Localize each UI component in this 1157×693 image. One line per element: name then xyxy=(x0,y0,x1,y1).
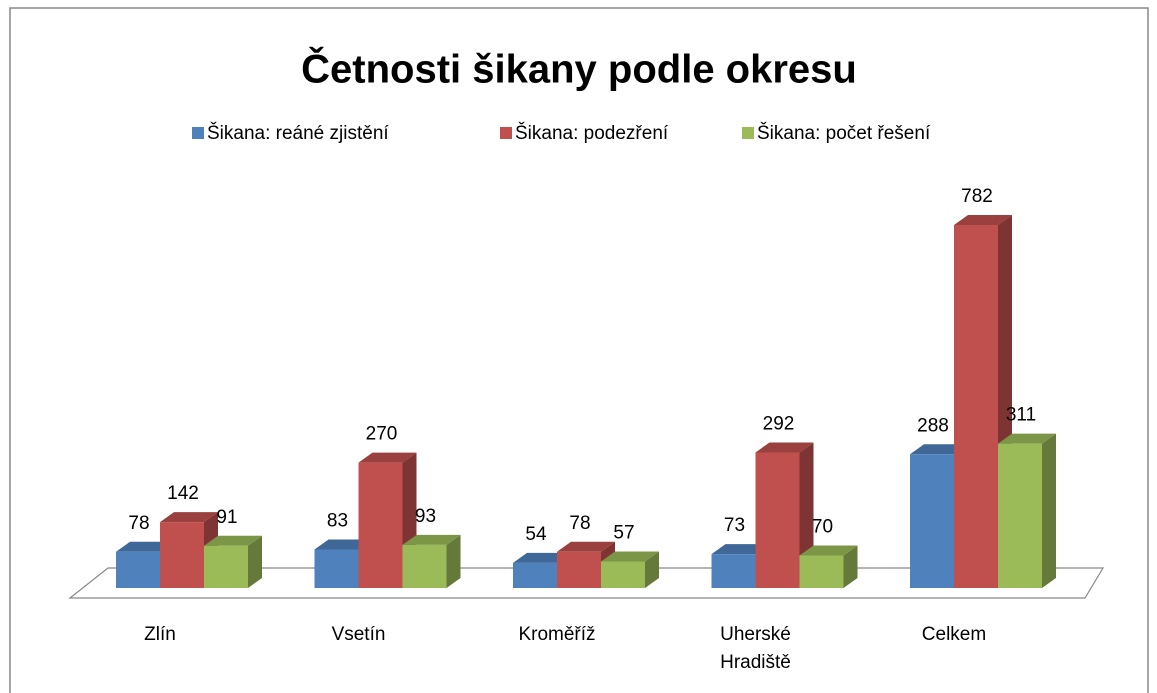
data-label: 78 xyxy=(569,513,590,534)
legend-label: Šikana: reáné zjistění xyxy=(207,122,389,144)
bar-side xyxy=(645,551,659,588)
bar-top xyxy=(557,541,615,552)
bar-front xyxy=(358,462,403,588)
bar xyxy=(755,442,814,588)
data-label: 782 xyxy=(961,186,993,207)
bar-top xyxy=(402,534,461,545)
bar xyxy=(402,534,461,588)
bar-top xyxy=(755,442,814,453)
bar-top xyxy=(314,539,373,550)
bar-top xyxy=(711,544,770,555)
data-label: 288 xyxy=(917,415,949,436)
bar-front xyxy=(954,225,998,588)
bar xyxy=(998,433,1056,588)
data-label: 73 xyxy=(724,515,745,536)
bar-top xyxy=(116,541,174,552)
bar-front xyxy=(160,522,204,588)
bar-side xyxy=(248,535,262,588)
data-label: 91 xyxy=(216,507,237,528)
bar-top xyxy=(799,545,858,556)
x-tick-label: Vsetín xyxy=(331,624,386,645)
chart-title: Četnosti šikany podle okresu xyxy=(301,46,857,92)
data-label: 142 xyxy=(167,483,199,504)
x-tick-label: Celkem xyxy=(921,624,987,645)
bar-front xyxy=(711,554,756,588)
bar-front xyxy=(910,454,954,588)
bar xyxy=(601,551,659,588)
bar-top xyxy=(204,535,262,546)
legend-swatch xyxy=(500,127,512,139)
bar-front xyxy=(755,452,800,588)
data-label: 83 xyxy=(327,510,348,531)
bar-front xyxy=(402,544,447,588)
x-tick-label: Kroměříž xyxy=(518,624,596,645)
data-label: 93 xyxy=(415,506,436,527)
bar-front xyxy=(998,443,1042,588)
bar-top xyxy=(998,433,1056,444)
x-tick-label: Zlín xyxy=(144,624,176,645)
legend-swatch xyxy=(192,127,204,139)
data-label: 57 xyxy=(613,523,634,544)
data-label: 270 xyxy=(366,424,398,445)
bar-top xyxy=(358,452,417,463)
bar-top xyxy=(513,552,571,563)
bar-top xyxy=(910,444,968,455)
x-tick-label: Uherské Hradiště xyxy=(720,624,791,673)
bar-front xyxy=(513,562,557,588)
bar-top xyxy=(160,512,218,523)
bar-front xyxy=(314,549,359,588)
bar-front xyxy=(557,551,601,588)
legend-label: Šikana: podezření xyxy=(515,122,669,144)
bar xyxy=(799,545,858,588)
data-label: 311 xyxy=(1006,405,1036,426)
bar-front xyxy=(601,561,645,588)
bar-top xyxy=(954,215,1012,225)
data-label: 78 xyxy=(128,513,149,534)
data-label: 70 xyxy=(812,517,833,538)
bar-front xyxy=(116,551,160,588)
legend-swatch xyxy=(742,127,754,139)
bar-front xyxy=(204,545,248,588)
chart-border xyxy=(9,7,1149,693)
bar-side xyxy=(446,534,461,588)
bar-front xyxy=(799,555,844,588)
data-label: 54 xyxy=(525,524,547,545)
bar-top xyxy=(601,551,659,562)
bar-side xyxy=(1042,433,1056,588)
bar-side xyxy=(843,545,858,588)
data-label: 292 xyxy=(763,413,795,434)
legend-label: Šikana: počet řešení xyxy=(757,122,931,144)
bar xyxy=(204,535,262,588)
